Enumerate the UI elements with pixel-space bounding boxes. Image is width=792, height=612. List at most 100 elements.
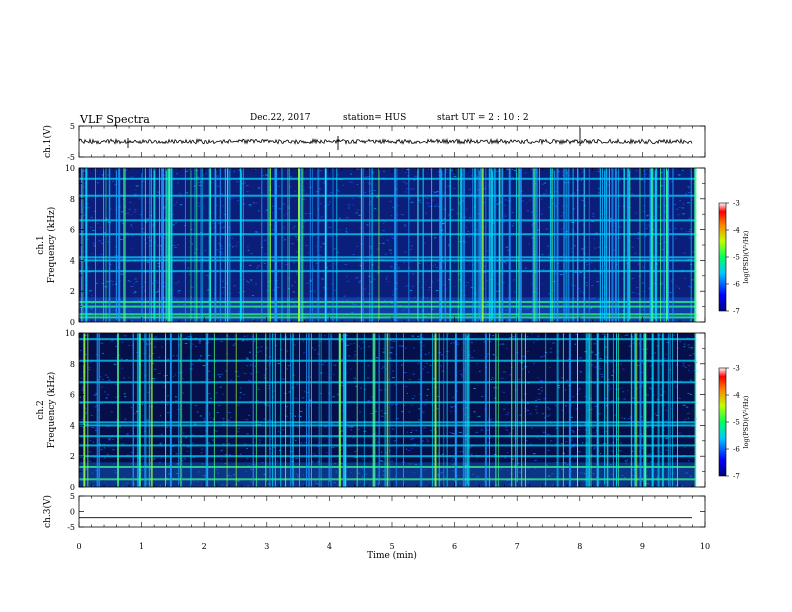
impulse-streak (82, 168, 84, 322)
spectrogram-speckle (620, 363, 622, 365)
spectrogram-speckle (294, 415, 297, 417)
spectrogram-speckle (245, 358, 248, 360)
spectrogram-speckle (119, 239, 123, 241)
impulse-streak (330, 333, 332, 487)
spectrogram-speckle (590, 262, 593, 264)
impulse-streak (165, 333, 167, 487)
spectrogram-speckle (333, 249, 335, 251)
spectrogram-speckle (250, 252, 253, 254)
spectrogram-speckle (146, 419, 150, 421)
impulse-streak (299, 333, 301, 487)
spectrogram-speckle (431, 308, 434, 310)
spectrogram-speckle (222, 418, 225, 420)
spectrogram-speckle (544, 483, 546, 485)
spectrogram-speckle (511, 458, 515, 460)
spectrogram-speckle (417, 335, 420, 337)
spectrogram-speckle (397, 447, 399, 449)
impulse-streak (373, 333, 375, 487)
impulse-streak (612, 333, 614, 487)
spectrogram-speckle (557, 387, 561, 389)
ch3-waveform: ch.3(V) 50-5 (42, 492, 706, 532)
spectrogram-speckle (689, 228, 691, 230)
spectrogram-speckle (408, 379, 411, 381)
spectrogram-speckle (592, 473, 595, 475)
spectrogram-speckle (142, 286, 144, 288)
spectrogram-speckle (174, 282, 178, 284)
impulse-streak (660, 168, 662, 322)
spectrogram-speckle (648, 287, 650, 289)
spectrogram-speckle (435, 266, 439, 268)
spectrogram-speckle (436, 408, 439, 410)
spectrogram-speckle (380, 451, 383, 453)
spectrogram-speckle (218, 404, 221, 406)
spectrogram-speckle (236, 375, 240, 377)
spectrogram-speckle (682, 404, 686, 406)
spectrogram-speckle (600, 373, 604, 375)
spectrogram-speckle (175, 299, 178, 301)
spectrogram-speckle (540, 356, 543, 358)
impulse-streak (343, 333, 345, 487)
spectrogram-speckle (679, 341, 682, 343)
spectrogram-speckle (669, 292, 672, 294)
spectrogram-speckle (526, 409, 530, 411)
emission-line (79, 259, 696, 262)
x-tick-label: 6 (452, 542, 457, 551)
spectrogram-speckle (287, 277, 290, 279)
impulse-streak (516, 333, 518, 487)
spectrogram-speckle (363, 430, 367, 432)
spectrogram-speckle (581, 249, 584, 251)
spectrogram-speckle (142, 415, 144, 417)
spectrogram-speckle (271, 452, 273, 454)
spectrogram-speckle (487, 185, 490, 187)
spectrogram-speckle (447, 244, 450, 246)
spectrogram-speckle (564, 237, 566, 239)
spectrogram-speckle (588, 308, 591, 310)
spectrogram-speckle (281, 378, 285, 380)
impulse-streak (300, 168, 302, 322)
impulse-streak (275, 168, 278, 322)
spectrogram-speckle (665, 449, 668, 451)
spectrogram-speckle (646, 214, 649, 216)
spectrogram-speckle (185, 170, 188, 172)
spectrogram-speckle (267, 483, 270, 485)
spectrogram-speckle (455, 390, 459, 392)
spectrogram-speckle (285, 213, 288, 215)
spectrogram-speckle (679, 200, 682, 202)
spectrogram-speckle (525, 440, 528, 442)
impulse-streak (669, 333, 671, 487)
spectrogram-speckle (458, 273, 460, 275)
spectrogram-speckle (391, 294, 395, 296)
emission-line (79, 233, 696, 236)
spectrogram-speckle (627, 389, 629, 391)
spectrogram-speckle (194, 405, 198, 407)
spectrogram-speckle (390, 460, 394, 462)
spectrogram-speckle (332, 447, 335, 449)
spectrogram-speckle (257, 481, 259, 483)
spectrogram-speckle (270, 223, 273, 225)
spectrogram-speckle (437, 452, 440, 454)
spectrogram-speckle (687, 365, 691, 367)
spectrogram-speckle (493, 454, 497, 456)
spectrogram-speckle (267, 419, 269, 421)
spectrogram-speckle (391, 352, 393, 354)
spectrogram-speckle (246, 365, 249, 367)
spectrogram-speckle (314, 480, 317, 482)
spectrogram-speckle (219, 386, 222, 388)
spectrogram-speckle (93, 456, 96, 458)
spectrogram-speckle (190, 286, 194, 288)
spectrogram-speckle (496, 387, 499, 389)
spectrogram-speckle (209, 417, 211, 419)
spectrogram-speckle (244, 181, 246, 183)
spectrogram-speckle (497, 203, 499, 205)
spectrogram-speckle (83, 312, 85, 314)
impulse-streak (596, 333, 598, 487)
spectrogram-speckle (580, 168, 583, 170)
spectrogram-speckle (134, 208, 137, 210)
spectrogram-speckle (309, 376, 311, 378)
spectrogram-speckle (362, 341, 365, 343)
spectrogram-speckle (86, 239, 89, 241)
spectrogram-speckle (453, 261, 456, 263)
spectrogram-speckle (247, 380, 251, 382)
spectrogram-speckle (255, 400, 259, 402)
